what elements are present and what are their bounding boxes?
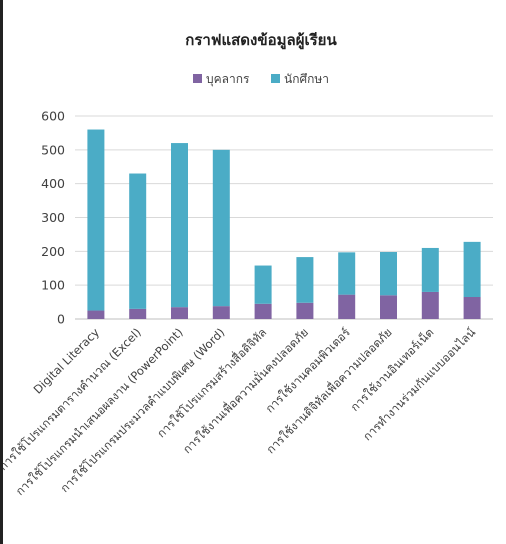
bar-0-6: [338, 294, 356, 319]
stacked-bar-chart: กราฟแสดงข้อมูลผู้เรียน บุคลากร นักศึกษา 0…: [3, 31, 493, 499]
bar-1-8: [421, 247, 439, 292]
bar-0-2: [171, 307, 188, 319]
y-tick-label: 300: [41, 210, 65, 225]
bar-0-3: [212, 306, 230, 319]
y-tick-label: 600: [41, 109, 65, 124]
legend-swatch-0: [193, 74, 202, 83]
legend-label-1: นักศึกษา: [284, 72, 329, 86]
y-axis: 0 100 200 300 400 500 600: [41, 109, 65, 327]
legend-label-0: บุคลากร: [206, 72, 250, 87]
y-tick-label: 500: [41, 142, 65, 157]
x-category-label: การใช้โปรแกรมนำเสนอผลงาน (PowerPoint): [13, 325, 186, 498]
legend: บุคลากร นักศึกษา: [193, 72, 329, 87]
bar-1-9: [463, 241, 481, 298]
y-tick-label: 400: [41, 176, 65, 191]
bar-1-4: [254, 265, 272, 304]
y-tick-label: 100: [41, 278, 65, 293]
legend-swatch-1: [271, 74, 280, 83]
bar-0-8: [421, 291, 439, 319]
bar-0-0: [87, 310, 105, 319]
bars: [87, 129, 481, 319]
y-tick-label: 200: [41, 244, 65, 259]
y-tick-label: 0: [57, 312, 65, 327]
bar-1-0: [87, 129, 105, 311]
x-axis: Digital Literacyการใช้โปรแกรมตารางคำนวณ …: [3, 325, 478, 499]
bar-1-6: [338, 252, 356, 295]
bar-1-7: [380, 252, 397, 296]
bar-0-7: [380, 295, 397, 319]
bar-0-5: [296, 302, 314, 319]
bar-1-3: [212, 149, 230, 307]
bar-0-4: [254, 303, 272, 319]
chart-title: กราฟแสดงข้อมูลผู้เรียน: [185, 31, 337, 50]
bar-1-5: [296, 257, 314, 303]
bar-1-2: [171, 143, 188, 308]
bar-0-1: [129, 308, 147, 319]
bar-0-9: [463, 297, 481, 319]
bar-1-1: [129, 173, 147, 309]
